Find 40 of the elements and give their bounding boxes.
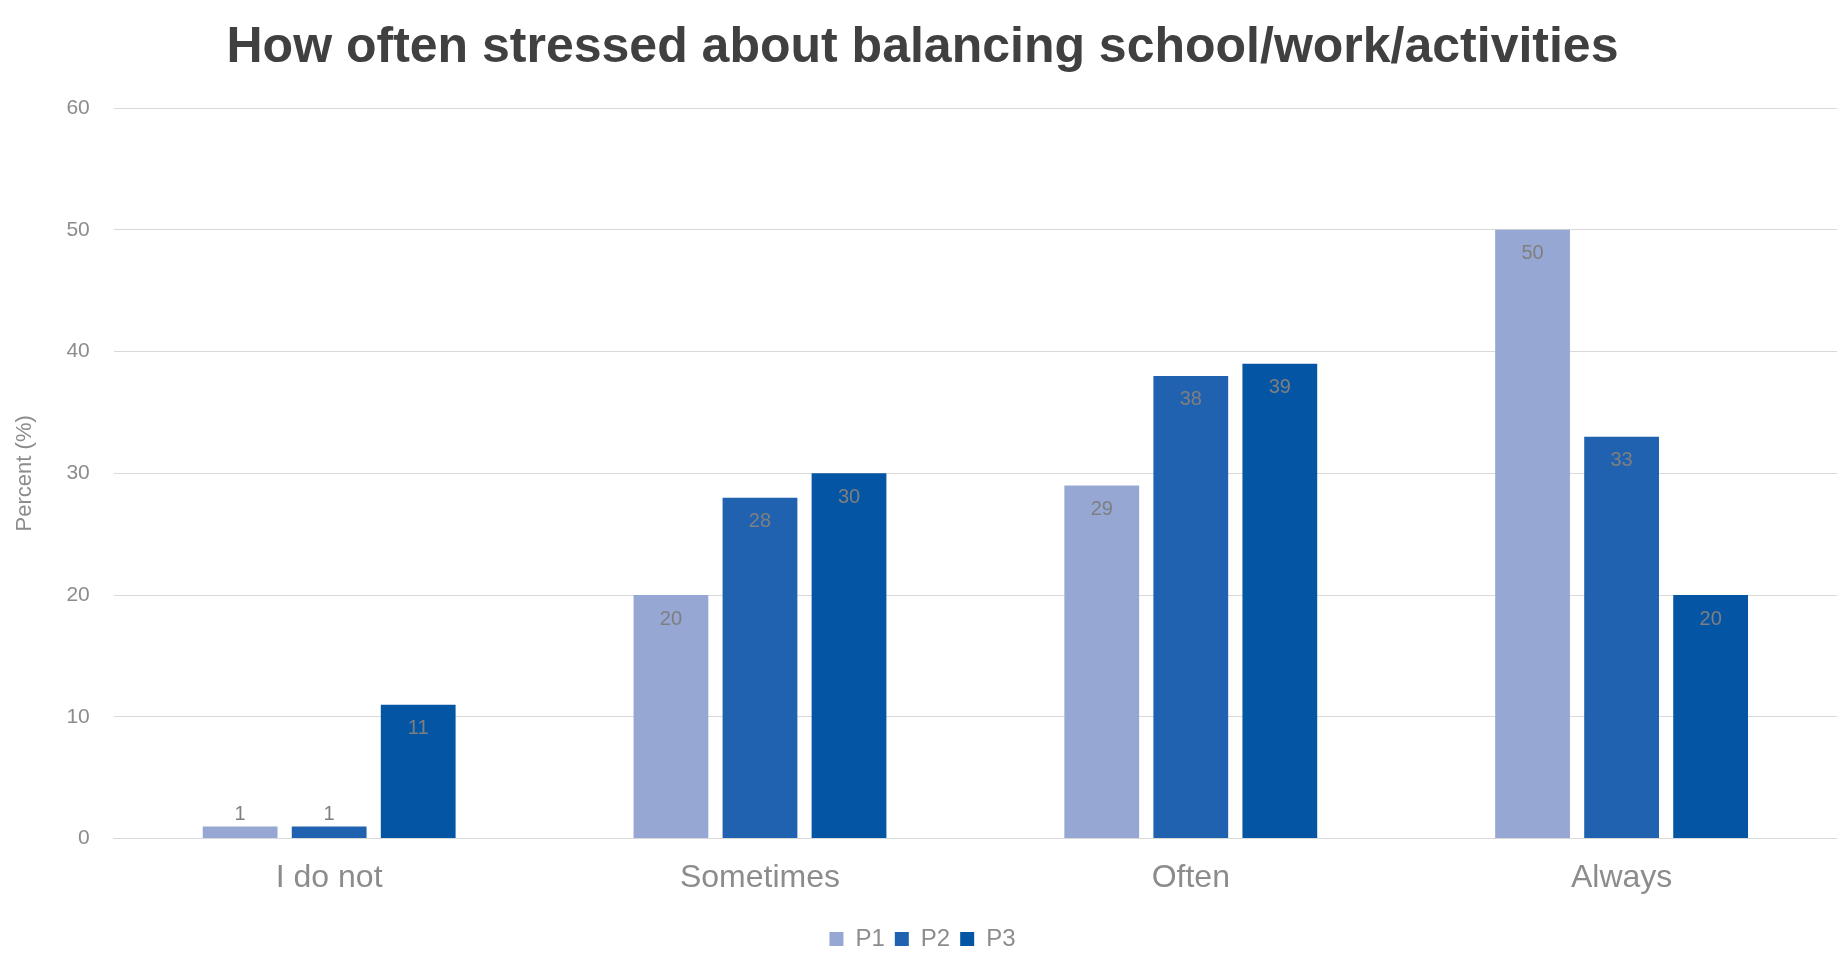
data-label: 50 xyxy=(1521,241,1544,264)
y-tick-label: 20 xyxy=(66,581,90,605)
data-label: 38 xyxy=(1179,387,1202,410)
data-label: 11 xyxy=(407,716,429,739)
bar xyxy=(1153,375,1229,839)
bar xyxy=(291,826,367,839)
y-tick-label: 0 xyxy=(78,825,90,849)
data-label: 29 xyxy=(1090,496,1113,519)
chart-title: How often stressed about balancing school/work/activities xyxy=(226,16,1619,73)
x-tick-label: I do not xyxy=(275,857,383,894)
data-label: 1 xyxy=(234,801,246,824)
legend-label: P3 xyxy=(986,923,1016,951)
data-label: 20 xyxy=(1699,606,1722,629)
y-tick-label: 50 xyxy=(66,216,90,240)
y-axis-title: Percent (%) xyxy=(11,415,37,532)
bar xyxy=(1242,363,1318,839)
legend-label: P2 xyxy=(920,923,951,951)
data-label: 39 xyxy=(1268,375,1291,398)
y-tick-label: 60 xyxy=(66,94,90,118)
y-tick-label: 10 xyxy=(66,703,90,727)
x-tick-label: Sometimes xyxy=(679,857,840,894)
data-label: 1 xyxy=(323,801,335,824)
data-label: 28 xyxy=(748,509,772,532)
bar xyxy=(1584,436,1659,839)
bar xyxy=(722,497,798,839)
data-label: 33 xyxy=(1610,448,1633,471)
y-tick-label: 30 xyxy=(66,460,90,484)
bar xyxy=(633,595,709,839)
bar xyxy=(811,473,887,839)
bar xyxy=(202,826,278,839)
data-label: 30 xyxy=(837,484,861,507)
x-tick-label: Always xyxy=(1570,857,1673,894)
y-tick-label: 40 xyxy=(66,338,90,362)
bar xyxy=(1064,485,1140,839)
legend-label: P1 xyxy=(855,923,885,951)
bar xyxy=(1495,229,1570,839)
bar xyxy=(1673,595,1749,839)
bar xyxy=(380,704,456,839)
x-tick-label: Often xyxy=(1151,857,1230,894)
data-label: 20 xyxy=(659,606,683,629)
